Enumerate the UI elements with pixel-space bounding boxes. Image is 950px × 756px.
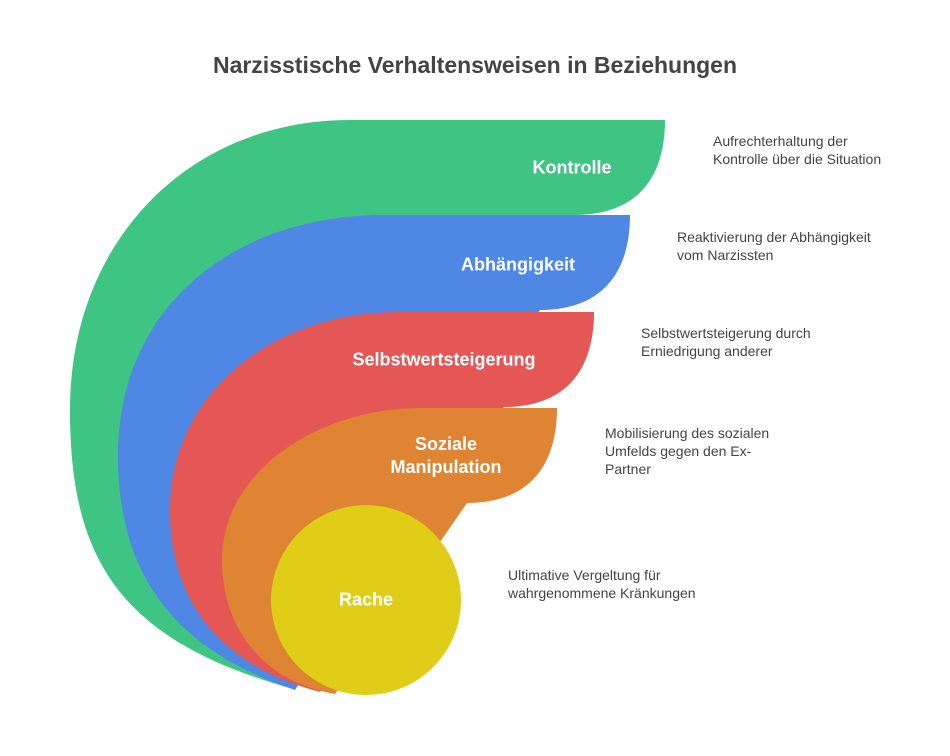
label: Abhängigkeit (460, 254, 576, 275)
label: Kontrolle (532, 157, 612, 178)
description: Aufrechterhaltung der Kontrolle über die… (713, 133, 882, 167)
description: Selbstwertsteigerung durch Erniedrigung … (641, 325, 811, 359)
label: Selbstwertsteigerung (352, 349, 536, 370)
title: Narzisstische Verhaltensweisen in Bezieh… (212, 52, 738, 78)
description: Reaktivierung der Abhängigkeit vom Narzi… (677, 229, 871, 263)
label: Soziale Manipulation (390, 434, 502, 477)
description: Ultimative Vergeltung für wahrgenommene … (508, 567, 696, 601)
label: Rache (338, 589, 394, 610)
description: Mobilisierung des sozialen Umfelds gegen… (605, 425, 770, 477)
layer-rache (271, 505, 461, 695)
